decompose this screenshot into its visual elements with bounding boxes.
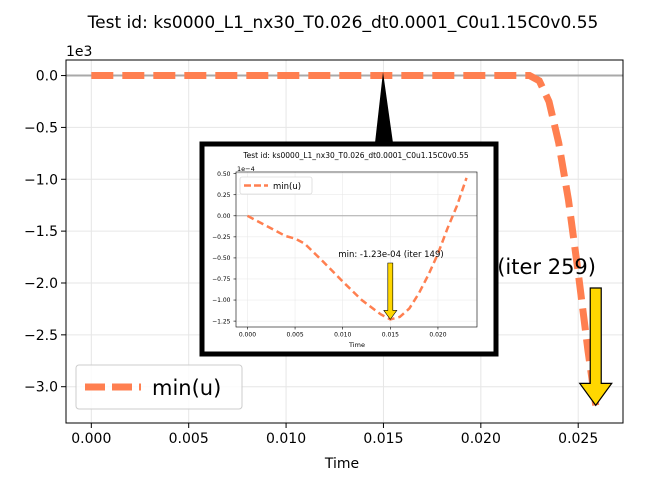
y-tick-label: −1.0 — [24, 172, 58, 188]
y-tick-label: −1.5 — [24, 224, 58, 240]
x-tick-label: 0.025 — [558, 431, 598, 447]
inset-plot-frame — [235, 171, 478, 328]
chart-title: Test id: ks0000_L1_nx30_T0.026_dt0.0001_… — [87, 13, 599, 33]
inset-pointer — [375, 72, 393, 143]
y-axis-scale-label: 1e3 — [66, 44, 92, 60]
annotation-arrow — [383, 262, 398, 320]
legend-label-min-u: min(u) — [152, 376, 221, 400]
x-tick-label: 0.000 — [71, 431, 111, 447]
inset-y-axis-ticks: 0.50 0.25 0.00 −0.25 −0.50 −0.75 −1.00 −1.25 — [212, 171, 236, 325]
inset-y-axis-scale-label: 1e−4 — [237, 165, 255, 173]
y-tick-label: 0.50 — [217, 171, 231, 178]
y-tick-label: 0.0 — [36, 69, 58, 85]
inset-legend: min(u) — [239, 176, 313, 195]
series-line-min-u — [91, 72, 600, 406]
inset-frame — [199, 141, 499, 357]
inset-annotation-group: min: -1.23e-04 (iter 149) — [338, 250, 444, 320]
y-tick-label: −1.25 — [212, 318, 231, 325]
inset-legend-label-min-u: min(u) — [273, 182, 301, 192]
x-tick-label: 0.020 — [429, 332, 446, 339]
x-tick-label: 0.020 — [461, 431, 501, 447]
inset-x-axis-label: Time — [348, 341, 365, 349]
x-tick-label: 0.005 — [169, 431, 209, 447]
y-tick-label: −3.0 — [24, 380, 58, 396]
annotation-arrow — [578, 287, 613, 407]
x-axis-label: Time — [324, 456, 359, 472]
y-tick-label: −0.50 — [212, 255, 231, 262]
x-tick-label: 0.010 — [266, 431, 306, 447]
x-axis-ticks: 0.000 0.005 0.010 0.015 0.020 0.025 — [71, 423, 598, 447]
y-tick-label: −0.75 — [212, 276, 231, 283]
plot-frame — [65, 59, 624, 424]
legend-box — [75, 364, 243, 410]
y-tick-label: −2.0 — [24, 276, 58, 292]
x-tick-label: 0.010 — [334, 332, 351, 339]
inset-x-axis-ticks: 0.000 0.005 0.010 0.015 0.020 — [239, 327, 447, 339]
y-tick-label: 0.25 — [217, 192, 231, 199]
inset-series-line-min-u — [246, 177, 468, 321]
y-tick-label: −2.5 — [24, 328, 58, 344]
inset-legend-box — [239, 176, 313, 195]
y-axis-ticks: 0.0 −0.5 −1.0 −1.5 −2.0 −2.5 −3.0 — [24, 69, 66, 396]
x-tick-label: 0.005 — [286, 332, 303, 339]
y-tick-label: −0.5 — [24, 120, 58, 136]
x-tick-label: 0.015 — [382, 332, 399, 339]
y-tick-label: −0.25 — [212, 234, 231, 241]
y-tick-label: −1.00 — [212, 297, 231, 304]
x-tick-label: 0.000 — [239, 332, 256, 339]
annotation-text: min: -1.23e-04 (iter 149) — [338, 250, 443, 260]
inset-chart-title: Test id: ks0000_L1_nx30_T0.026_dt0.0001_… — [242, 151, 469, 160]
legend: min(u) — [75, 364, 243, 410]
y-tick-label: 0.00 — [217, 213, 231, 220]
x-tick-label: 0.015 — [363, 431, 403, 447]
inset-chart: Test id: ks0000_L1_nx30_T0.026_dt0.0001_… — [199, 72, 499, 357]
